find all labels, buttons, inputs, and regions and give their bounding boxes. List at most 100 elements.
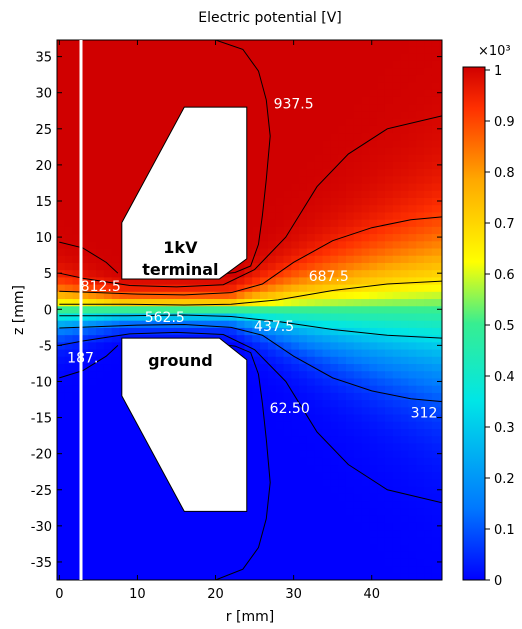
field-cell bbox=[252, 421, 261, 429]
field-cell bbox=[408, 132, 417, 141]
field-cell bbox=[96, 507, 105, 516]
field-cell bbox=[400, 377, 410, 386]
field-cell bbox=[283, 190, 292, 198]
field-cell bbox=[369, 211, 378, 220]
field-cell bbox=[361, 154, 370, 162]
field-cell bbox=[424, 103, 433, 112]
field-cell bbox=[338, 132, 347, 141]
field-cell bbox=[322, 233, 331, 242]
field-cell bbox=[205, 81, 214, 90]
field-cell bbox=[283, 348, 292, 357]
field-cell bbox=[135, 52, 144, 61]
field-cell bbox=[142, 305, 152, 314]
field-cell bbox=[400, 255, 410, 263]
field-cell bbox=[439, 348, 442, 357]
plot-frame bbox=[56, 39, 443, 581]
field-cell bbox=[260, 515, 269, 523]
field-cell bbox=[408, 565, 417, 574]
field-cell bbox=[431, 493, 441, 502]
field-cell bbox=[88, 262, 97, 271]
field-cell bbox=[244, 219, 253, 227]
field-cell bbox=[96, 428, 105, 437]
y-tick-label: -5 bbox=[39, 339, 52, 354]
field-cell bbox=[150, 312, 160, 321]
field-cell bbox=[80, 60, 89, 69]
field-cell bbox=[267, 406, 277, 415]
field-cell bbox=[424, 493, 433, 502]
field-cell bbox=[252, 392, 261, 401]
field-cell bbox=[72, 348, 82, 357]
field-cell bbox=[306, 543, 316, 552]
field-cell bbox=[299, 413, 308, 422]
field-cell bbox=[103, 291, 113, 300]
field-cell bbox=[166, 327, 175, 336]
field-cell bbox=[424, 392, 433, 401]
field-cell bbox=[189, 515, 199, 523]
field-cell bbox=[96, 305, 105, 314]
field-cell bbox=[291, 190, 300, 198]
field-cell bbox=[189, 52, 199, 61]
field-cell bbox=[142, 551, 152, 559]
field-cell bbox=[221, 334, 230, 343]
field-cell bbox=[283, 182, 292, 191]
field-cell bbox=[221, 74, 230, 83]
field-cell bbox=[345, 161, 355, 170]
field-cell bbox=[439, 240, 442, 249]
field-cell bbox=[228, 558, 238, 567]
field-cell bbox=[283, 204, 292, 213]
field-cell bbox=[158, 74, 167, 83]
field-cell bbox=[236, 558, 246, 567]
field-cell bbox=[142, 45, 152, 54]
field-cell bbox=[57, 190, 66, 198]
field-cell bbox=[361, 233, 370, 242]
field-cell bbox=[384, 377, 394, 386]
field-cell bbox=[127, 139, 136, 148]
field-cell bbox=[361, 348, 370, 357]
field-cell bbox=[400, 536, 410, 545]
field-cell bbox=[88, 45, 97, 54]
field-cell bbox=[345, 81, 355, 90]
field-cell bbox=[228, 81, 238, 90]
field-cell bbox=[314, 60, 324, 69]
field-cell bbox=[72, 305, 82, 314]
field-cell bbox=[111, 551, 121, 559]
field-cell bbox=[80, 334, 89, 343]
field-cell bbox=[244, 565, 253, 574]
field-cell bbox=[80, 197, 89, 206]
field-cell bbox=[127, 500, 136, 509]
field-cell bbox=[189, 96, 199, 105]
field-cell bbox=[369, 182, 378, 191]
field-cell bbox=[96, 493, 105, 502]
field-cell bbox=[72, 320, 82, 328]
colorbar-tick-label: 0.7 bbox=[494, 217, 515, 232]
field-cell bbox=[127, 60, 136, 69]
field-cell bbox=[416, 428, 425, 437]
field-cell bbox=[96, 96, 105, 105]
field-cell bbox=[322, 406, 331, 415]
field-cell bbox=[408, 52, 417, 61]
field-cell bbox=[369, 262, 378, 271]
field-cell bbox=[103, 204, 113, 213]
field-cell bbox=[369, 493, 378, 502]
field-cell bbox=[260, 74, 269, 83]
field-cell bbox=[119, 551, 128, 559]
field-cell bbox=[408, 464, 417, 473]
field-cell bbox=[330, 327, 339, 336]
field-cell bbox=[64, 40, 74, 47]
field-cell bbox=[439, 247, 442, 256]
field-cell bbox=[57, 536, 66, 545]
field-cell bbox=[291, 226, 300, 235]
field-cell bbox=[439, 543, 442, 552]
field-cell bbox=[142, 67, 152, 76]
field-cell bbox=[213, 89, 222, 97]
field-cell bbox=[213, 45, 222, 54]
field-cell bbox=[416, 515, 425, 523]
field-cell bbox=[135, 125, 144, 134]
field-cell bbox=[127, 478, 136, 487]
field-cell bbox=[330, 284, 339, 292]
field-cell bbox=[424, 428, 433, 437]
field-cell bbox=[267, 565, 277, 574]
field-cell bbox=[181, 536, 191, 545]
field-cell bbox=[377, 421, 386, 429]
field-cell bbox=[322, 211, 331, 220]
